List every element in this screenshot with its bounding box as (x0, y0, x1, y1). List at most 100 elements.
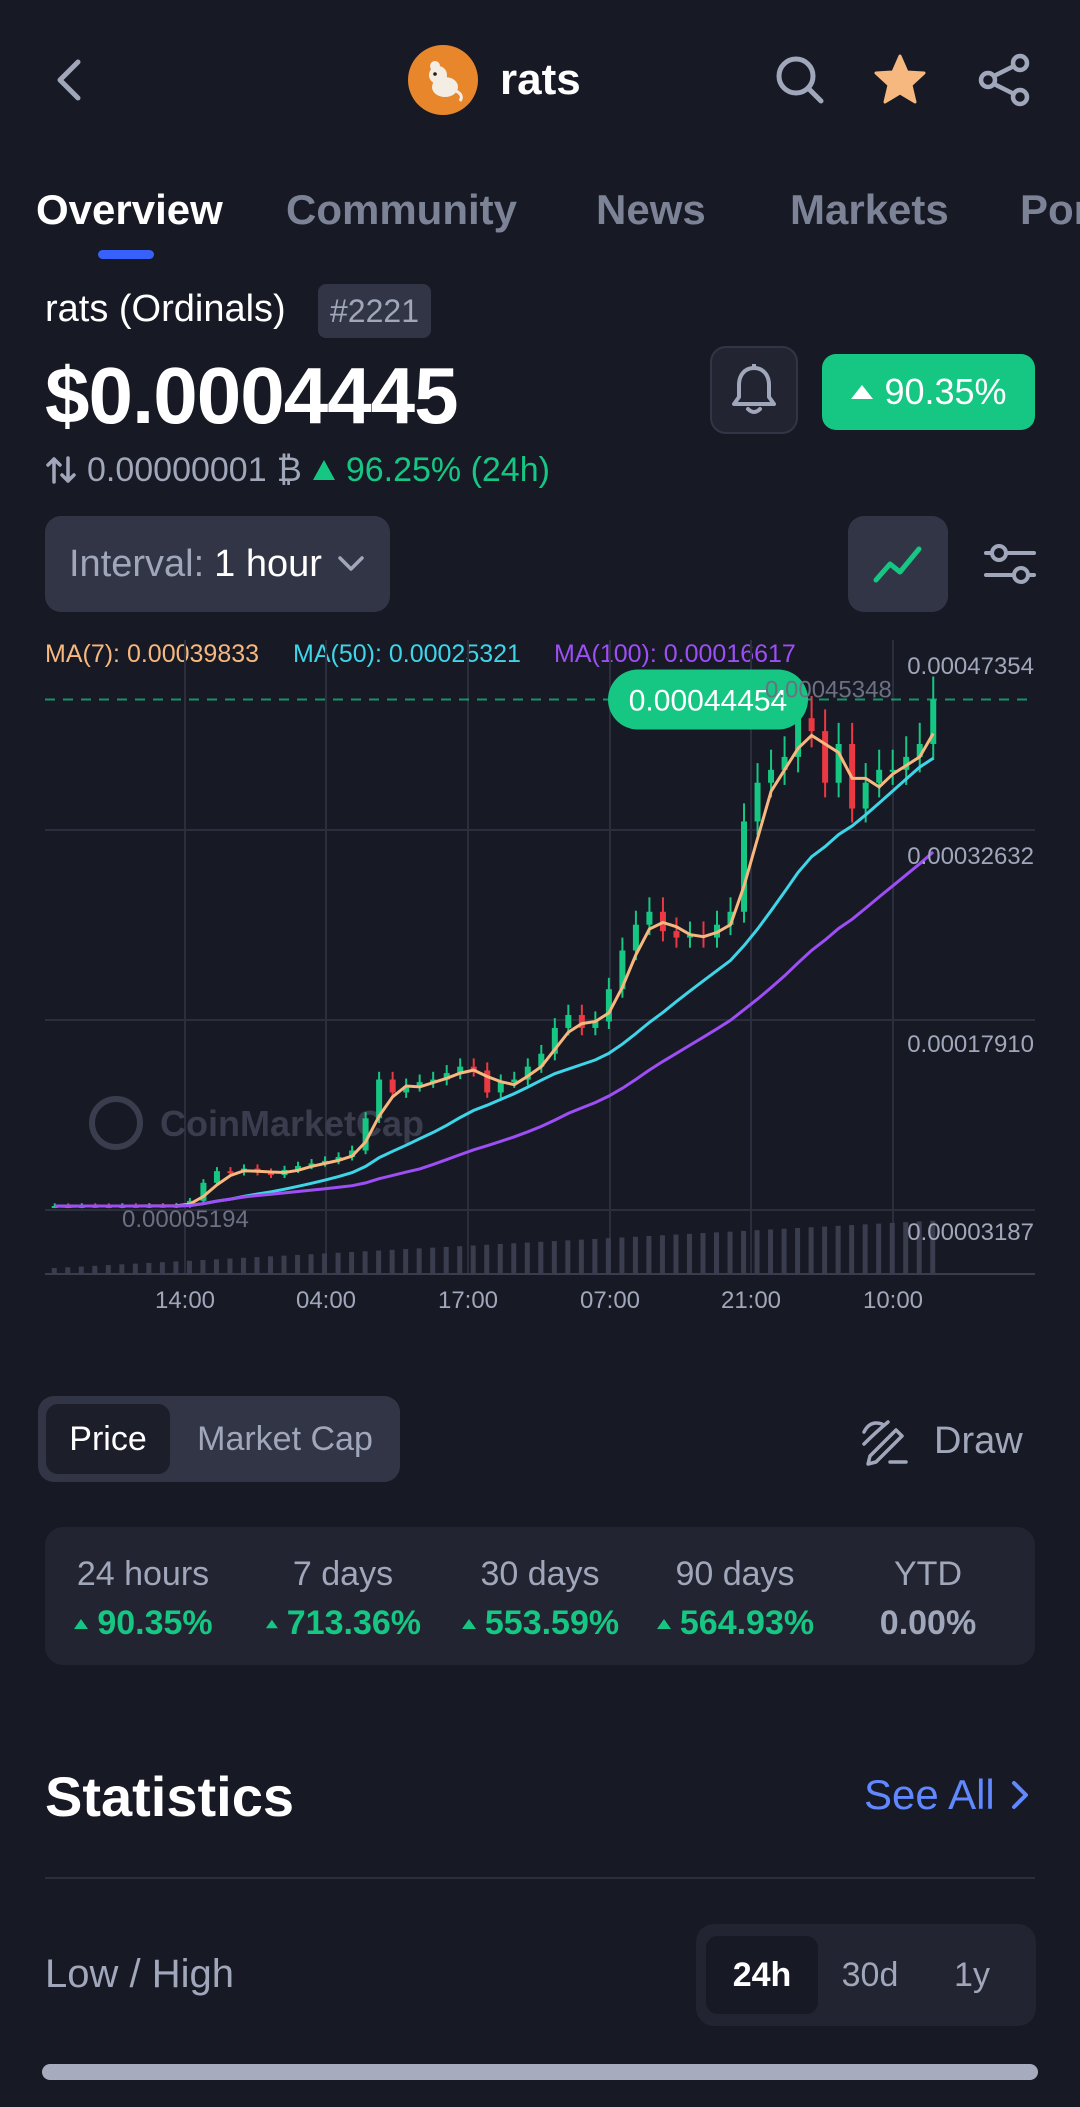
draw-icon (862, 1420, 908, 1466)
search-icon (776, 56, 824, 104)
perf-label: 7 days (292, 1555, 394, 1593)
range-1y[interactable]: 1y (954, 1955, 990, 1994)
candle-up (592, 1021, 599, 1028)
favorite-button[interactable] (870, 50, 930, 110)
candle-up (862, 782, 869, 809)
volume-bar (322, 1253, 328, 1274)
candle-down (808, 718, 815, 732)
volume-bar (146, 1262, 152, 1274)
tab-news[interactable]: News (596, 186, 706, 233)
candle-up (619, 950, 626, 990)
share-button[interactable] (974, 50, 1034, 110)
triangle-up-icon (265, 1619, 278, 1628)
volume-bar (768, 1229, 774, 1274)
candle-up (903, 756, 910, 770)
interval-value: 1 hour (214, 542, 322, 585)
candle-up (916, 744, 923, 757)
volume-bar (686, 1233, 692, 1274)
bell-icon (732, 364, 776, 414)
volume-bar (551, 1241, 557, 1274)
range-30d[interactable]: 30d (841, 1955, 899, 1994)
chevron-down-icon (338, 556, 364, 571)
volume-bar (605, 1238, 611, 1274)
volume-bar (903, 1222, 909, 1274)
statistics-title: Statistics (45, 1765, 294, 1828)
candle-up (605, 989, 612, 1022)
volume-bar (213, 1259, 219, 1274)
x-tick-label: 14:00 (155, 1287, 215, 1314)
price-toggle[interactable]: Price (46, 1404, 170, 1474)
volume-bar (781, 1228, 787, 1274)
candle-up (430, 1079, 437, 1083)
candle-up (457, 1066, 464, 1074)
ma7-line (54, 732, 935, 1208)
volume-bar (443, 1246, 449, 1274)
volume-bar (376, 1250, 382, 1274)
candle-up (754, 782, 761, 822)
coin-price: $0.0004445 (45, 351, 459, 440)
volume-bar (65, 1267, 71, 1274)
volume-bar (227, 1258, 233, 1274)
candle-up (727, 911, 734, 925)
back-button[interactable] (44, 50, 94, 110)
volume-bar (105, 1265, 111, 1274)
perf-24h: 24 hours 90.35% (65, 1555, 221, 1643)
perf-label: YTD (894, 1555, 962, 1593)
see-all-label: See All (864, 1771, 995, 1818)
volume-bar (808, 1227, 814, 1274)
volume-bar (700, 1233, 706, 1274)
volume-bar (240, 1257, 246, 1274)
tab-community[interactable]: Community (286, 186, 517, 233)
sliders-icon (984, 544, 1036, 584)
price-change-value: 90.35% (884, 371, 1007, 412)
candle-up (538, 1053, 545, 1067)
volume-bar (578, 1239, 584, 1274)
x-tick-label: 07:00 (580, 1287, 640, 1314)
market-cap-toggle[interactable]: Market Cap (197, 1419, 373, 1458)
candle-down (484, 1070, 491, 1093)
tab-markets[interactable]: Markets (790, 186, 949, 233)
volume-bar (592, 1238, 598, 1274)
chart-type-button[interactable] (848, 516, 948, 612)
tab-portfolio[interactable]: Por (1020, 186, 1080, 233)
volume-bar (741, 1230, 747, 1274)
candle-up (403, 1086, 410, 1093)
volume-bar (430, 1247, 436, 1274)
price-alert-button[interactable] (710, 346, 798, 434)
chart-settings-button[interactable] (976, 530, 1044, 598)
tab-overview[interactable]: Overview (36, 186, 223, 233)
candle-up (889, 769, 896, 772)
high-label: 0.00045348 (765, 676, 892, 703)
volume-bar (889, 1222, 895, 1274)
volume-bar (335, 1252, 341, 1274)
price-chart[interactable]: CoinMarketCap0.000444540.000453480.00005… (0, 630, 1080, 1390)
volume-bar (524, 1242, 530, 1274)
perf-value: 90.35% (65, 1604, 221, 1643)
volume-bar (308, 1254, 314, 1274)
candle-up (632, 924, 639, 951)
volume-bar (484, 1244, 490, 1274)
candle-up (376, 1079, 383, 1119)
performance-card: 24 hours 90.35% 7 days 713.36% 30 days 5… (45, 1527, 1035, 1665)
search-button[interactable] (770, 50, 830, 110)
perf-value: 0.00% (879, 1604, 977, 1642)
candle-up (646, 911, 653, 925)
current-price-label: 0.00044454 (629, 684, 788, 717)
range-24h[interactable]: 24h (706, 1936, 818, 2014)
see-all-link[interactable]: See All (864, 1770, 1029, 1820)
interval-selector[interactable]: Interval: 1 hour (45, 516, 390, 612)
price-change-badge: 90.35% (822, 354, 1035, 430)
triangle-up-icon (74, 1618, 89, 1629)
triangle-up-icon (461, 1618, 476, 1629)
perf-90d: 90 days 564.93% (655, 1555, 815, 1643)
candle-up (551, 1027, 558, 1054)
candle-up (511, 1079, 518, 1083)
active-tab-indicator (98, 250, 154, 259)
y-tick-label: 0.00047354 (907, 653, 1034, 680)
chart-metric-toggle: Price Market Cap (38, 1396, 400, 1482)
volume-bar (673, 1234, 679, 1274)
draw-button[interactable]: Draw (860, 1408, 1023, 1474)
btc-price-row: 0.00000001 ₿ 96.25% (24h) (45, 446, 550, 494)
low-high-range-bar (42, 2064, 1038, 2080)
volume-bar (727, 1231, 733, 1274)
